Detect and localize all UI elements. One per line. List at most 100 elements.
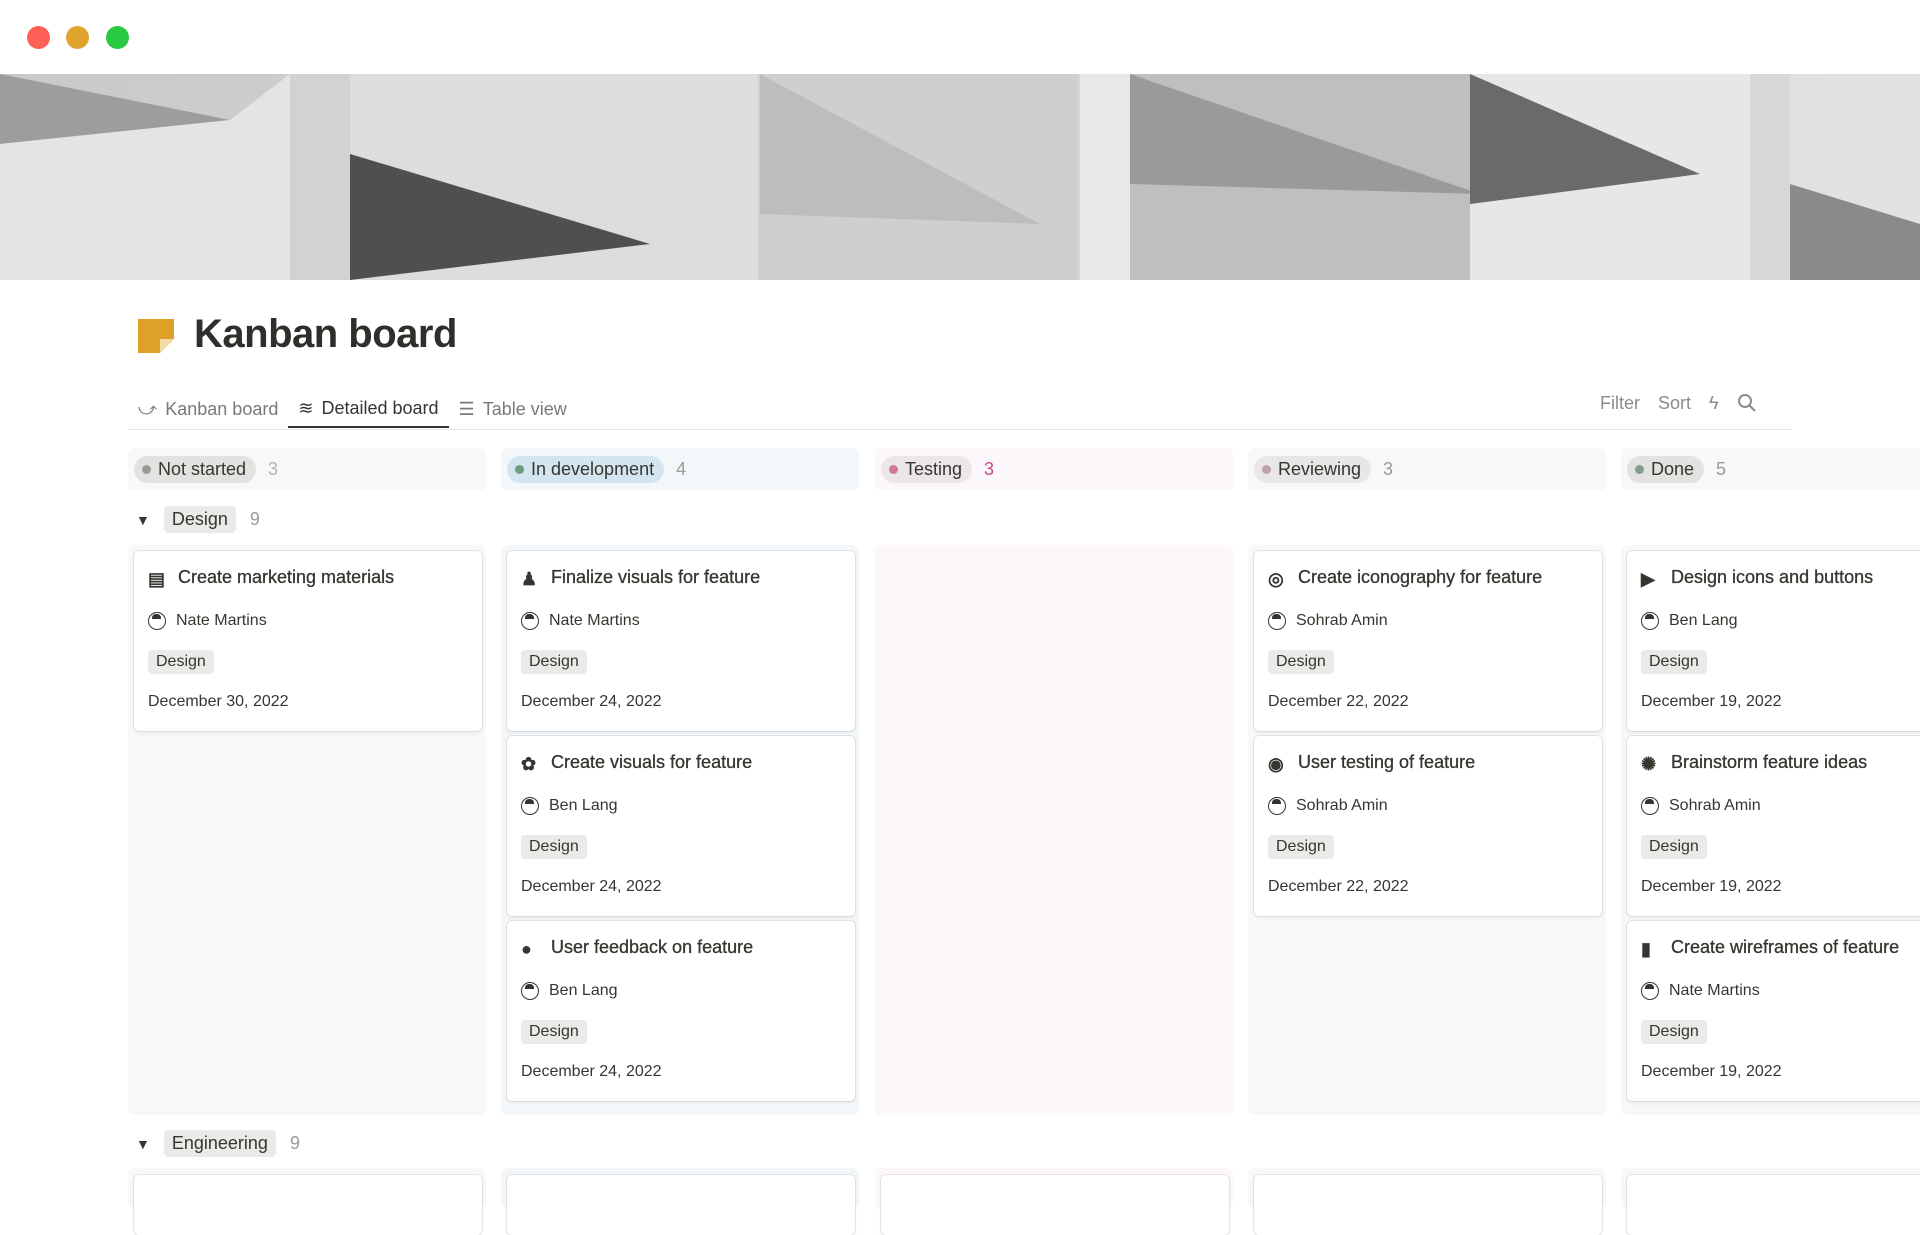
- avatar: [1268, 612, 1286, 630]
- search-icon[interactable]: [1737, 393, 1757, 413]
- task-card[interactable]: ▮ Create wireframes of feature Nate Martin…: [1627, 921, 1920, 1101]
- card-tag: Design: [148, 650, 214, 674]
- tab-detailed-board[interactable]: ≋ Detailed board: [288, 390, 449, 428]
- status-label: Testing: [905, 458, 963, 479]
- avatar: [1641, 612, 1659, 630]
- task-card[interactable]: ◎ Create iconography for feature Sohrab Am…: [1254, 551, 1602, 731]
- card-date: December 24, 2022: [521, 1063, 662, 1080]
- tab-kanban-board[interactable]: ⤻ Kanban board: [128, 390, 288, 428]
- status-label: Reviewing: [1278, 458, 1362, 479]
- kanban-icon: ⤻: [138, 398, 158, 419]
- minimize-window-button[interactable]: [66, 26, 89, 49]
- task-card[interactable]: ● User feedback on feature Ben Lang Design D…: [507, 921, 855, 1101]
- card-date: December 22, 2022: [1268, 693, 1409, 710]
- card-date: December 19, 2022: [1641, 693, 1782, 710]
- group-header-design[interactable]: ▼ Design 9: [136, 506, 260, 533]
- avatar: [1641, 982, 1659, 1000]
- lightning-icon[interactable]: ϟ: [1709, 392, 1719, 413]
- maximize-window-button[interactable]: [106, 26, 129, 49]
- card-title-row: ♟ Finalize visuals for feature: [521, 567, 760, 589]
- status-pill[interactable]: Reviewing: [1254, 455, 1372, 483]
- card-title-row: ◎ Create iconography for feature: [1268, 567, 1543, 589]
- assignee-name: Sohrab Amin: [1669, 797, 1761, 814]
- assignee-name: Ben Lang: [549, 982, 618, 999]
- card-tag: Design: [1268, 650, 1334, 674]
- caret-down-icon[interactable]: ▼: [136, 1135, 150, 1152]
- status-label: Done: [1651, 458, 1695, 479]
- tab-label: Table view: [482, 398, 567, 419]
- task-card[interactable]: [507, 1175, 855, 1235]
- status-label: In development: [531, 458, 655, 479]
- task-card[interactable]: [134, 1175, 482, 1235]
- page-title: Kanban board: [194, 312, 457, 356]
- group-label: Engineering: [163, 1130, 276, 1157]
- task-card[interactable]: [1254, 1175, 1602, 1235]
- task-card[interactable]: [1627, 1175, 1920, 1235]
- avatar: [521, 797, 539, 815]
- card-title-row: ▮ Create wireframes of feature: [1641, 937, 1900, 959]
- view-tabs: ⤻ Kanban board ≋ Detailed board ☰ Table vie…: [128, 390, 577, 430]
- phone-icon: ▮: [1641, 938, 1651, 959]
- stamp-icon: ♟: [521, 568, 538, 589]
- tab-table-view[interactable]: ☰ Table view: [449, 390, 577, 428]
- assignee-name: Nate Martins: [549, 612, 640, 629]
- assignee-name: Sohrab Amin: [1296, 797, 1388, 814]
- task-card[interactable]: ✿ Create visuals for feature Ben Lang Desig…: [507, 736, 855, 916]
- status-pill[interactable]: In development: [507, 455, 665, 483]
- status-label: Not started: [158, 458, 247, 479]
- tabs-divider: [128, 429, 1792, 430]
- card-title-row: ✺ Brainstorm feature ideas: [1641, 752, 1867, 774]
- card-assignee: Ben Lang: [521, 982, 618, 1000]
- card-tag: Design: [1268, 835, 1334, 859]
- status-pill[interactable]: Done: [1627, 455, 1705, 483]
- tab-label: Detailed board: [321, 397, 439, 418]
- task-card[interactable]: ▤ Create marketing materials Nate Martins D…: [134, 551, 482, 731]
- card-tag: Design: [1641, 650, 1707, 674]
- task-card[interactable]: [881, 1175, 1229, 1235]
- avatar: [1268, 797, 1286, 815]
- filter-button[interactable]: Filter: [1600, 392, 1640, 413]
- task-card[interactable]: ✺ Brainstorm feature ideas Sohrab Amin Desi…: [1627, 736, 1920, 916]
- card-title-row: ▶ Design icons and buttons: [1641, 567, 1874, 589]
- brain-icon: ✺: [1641, 753, 1657, 774]
- card-date: December 22, 2022: [1268, 878, 1409, 895]
- status-pill[interactable]: Not started: [134, 455, 257, 483]
- column-count: 5: [1716, 458, 1727, 479]
- task-card[interactable]: ▶ Design icons and buttons Ben Lang Design D…: [1627, 551, 1920, 731]
- assignee-name: Sohrab Amin: [1296, 612, 1388, 629]
- column-count: 3: [1383, 458, 1394, 479]
- sort-button[interactable]: Sort: [1658, 392, 1692, 413]
- column-lane: [875, 545, 1233, 1115]
- task-card[interactable]: ♟ Finalize visuals for feature Nate Martin…: [507, 551, 855, 731]
- group-header-engineering[interactable]: ▼ Engineering 9: [136, 1130, 300, 1157]
- assignee-name: Ben Lang: [549, 797, 618, 814]
- card-assignee: Ben Lang: [1641, 612, 1738, 630]
- card-title: Design icons and buttons: [1671, 567, 1874, 587]
- group-count: 9: [249, 509, 260, 529]
- card-assignee: Sohrab Amin: [1641, 797, 1761, 815]
- user-circle-icon: ◉: [1268, 753, 1284, 774]
- column-header-testing: Testing 3: [875, 448, 1233, 490]
- card-title: Create wireframes of feature: [1671, 937, 1900, 957]
- card-title-row: ◉ User testing of feature: [1268, 752, 1475, 774]
- card-assignee: Ben Lang: [521, 797, 618, 815]
- card-title: Create iconography for feature: [1298, 567, 1543, 587]
- card-title: User feedback on feature: [551, 937, 754, 957]
- task-card[interactable]: ◉ User testing of feature Sohrab Amin Desig…: [1254, 736, 1602, 916]
- group-count: 9: [289, 1133, 300, 1153]
- status-dot: [1635, 464, 1644, 474]
- column-header-done: Done 5: [1621, 448, 1920, 490]
- group-label: Design: [163, 506, 236, 533]
- list-icon: ☰: [458, 398, 475, 419]
- close-window-button[interactable]: [27, 26, 50, 49]
- column-count: 4: [676, 458, 687, 479]
- caret-down-icon[interactable]: ▼: [136, 511, 150, 528]
- card-date: December 30, 2022: [148, 693, 289, 710]
- card-title: Create marketing materials: [178, 567, 395, 587]
- status-pill[interactable]: Testing: [881, 455, 973, 483]
- card-date: December 24, 2022: [521, 693, 662, 710]
- card-tag: Design: [1641, 1020, 1707, 1044]
- target-icon: ◎: [1268, 568, 1284, 589]
- assignee-name: Ben Lang: [1669, 612, 1738, 629]
- status-dot: [142, 464, 151, 474]
